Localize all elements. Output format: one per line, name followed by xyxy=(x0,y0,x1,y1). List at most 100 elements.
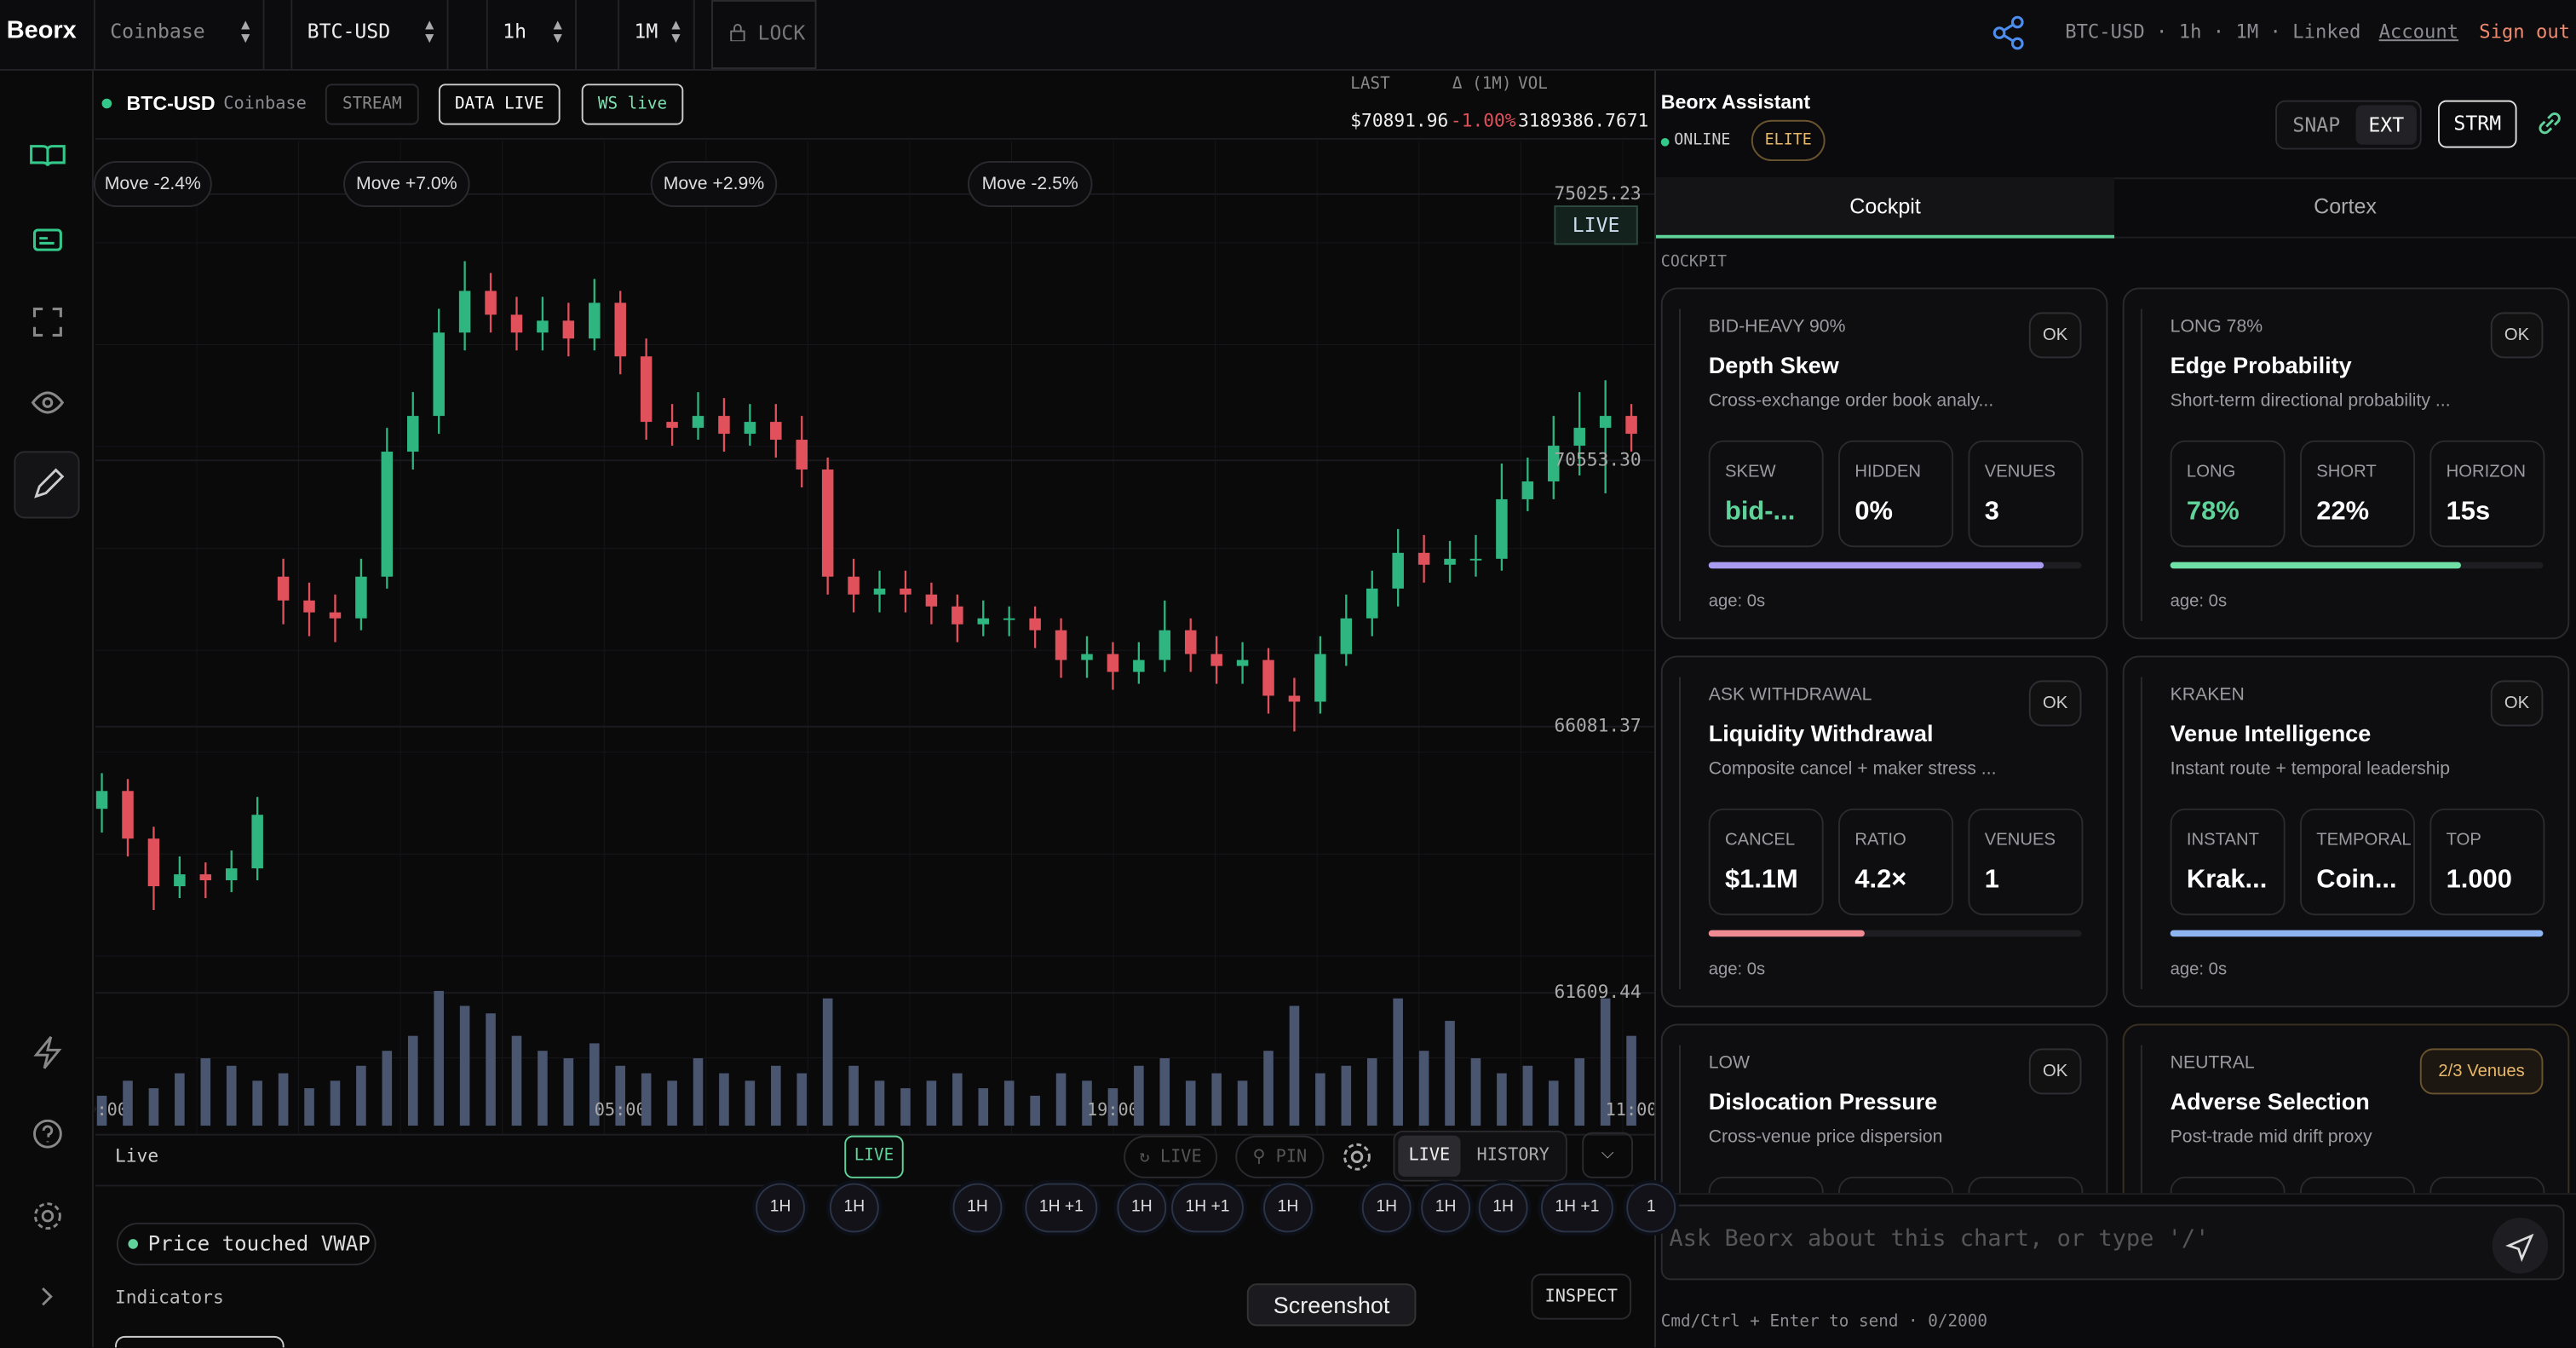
candle-body xyxy=(1262,660,1274,696)
stat-value: 3189386.7671 xyxy=(1517,110,1649,132)
move-annotation: Move +7.0% xyxy=(343,160,470,207)
interval-chip[interactable]: 1H +1 xyxy=(1540,1183,1613,1233)
y-tick-label: 61609.44 xyxy=(1555,982,1642,1003)
metric-box: SHORT 22% xyxy=(2299,440,2415,548)
interval-chip[interactable]: 1H xyxy=(1117,1183,1167,1233)
interval-chip[interactable]: 1H xyxy=(829,1183,879,1233)
select[interactable]: 1h ▲ ▼ xyxy=(486,0,577,69)
bolt-icon[interactable] xyxy=(33,1036,62,1069)
select[interactable]: 1M ▲ ▼ xyxy=(618,0,695,69)
cockpit-tab[interactable]: Cockpit xyxy=(1655,177,2115,239)
volume-bar xyxy=(382,1051,393,1126)
price-chart: 00:00 05:00 19:00 11:00 61609.44 66081.37 705… xyxy=(95,141,1655,1134)
select[interactable]: Coinbase ▲ ▼ xyxy=(93,0,265,69)
candle-body xyxy=(873,588,886,595)
fullscreen-icon[interactable] xyxy=(32,308,62,337)
live-segment[interactable]: LIVE xyxy=(1398,1135,1461,1177)
metric-label: VENUES xyxy=(1984,829,2056,850)
cockpit-card[interactable]: NEUTRAL Adverse Selection Post-trade mid d… xyxy=(2122,1023,2570,1195)
select-caret: ▲ ▼ xyxy=(668,16,684,46)
cortex-tab[interactable]: Cortex xyxy=(2314,193,2377,219)
interval-chip[interactable]: 1H xyxy=(1263,1183,1313,1233)
select-label: 1h xyxy=(503,20,527,43)
metric-value: Coin... xyxy=(2316,866,2397,895)
volume-bar xyxy=(1393,998,1403,1126)
volume-bar xyxy=(874,1080,885,1126)
volume-bar xyxy=(926,1080,937,1126)
cockpit-card[interactable]: LOW Dislocation Pressure Cross-venue price… xyxy=(1660,1023,2108,1195)
volume-bar xyxy=(1470,1057,1481,1126)
interval-chip[interactable]: 1H xyxy=(1478,1183,1528,1233)
card-badge: OK xyxy=(2490,680,2544,727)
draw-button[interactable] xyxy=(14,451,80,519)
volume-bar xyxy=(693,1057,704,1126)
chat-input[interactable] xyxy=(1660,1204,2565,1281)
symbol: BTC-USD xyxy=(126,91,216,115)
candle-body xyxy=(952,606,963,625)
interval-chip[interactable]: 1 xyxy=(1626,1183,1676,1233)
send-button[interactable] xyxy=(2491,1216,2550,1275)
chart-header xyxy=(95,71,1655,140)
volume-bar xyxy=(356,1065,366,1126)
ext-mode[interactable]: EXT xyxy=(2355,105,2417,145)
account-link[interactable]: Account xyxy=(2378,20,2459,43)
card-grid: BID-HEAVY 90% Depth Skew Cross-exchange or… xyxy=(1656,279,2576,1195)
volume-bar xyxy=(1263,1051,1274,1126)
alert-pill[interactable]: Price touched VWAP xyxy=(116,1222,377,1265)
indicator-button[interactable] xyxy=(114,1335,285,1348)
candle-body xyxy=(1548,446,1560,481)
metric-label: VENUES xyxy=(1984,461,2056,482)
stream-button[interactable]: STRM xyxy=(2437,100,2517,148)
card-title: Venue Intelligence xyxy=(2170,719,2372,746)
metric-box xyxy=(1708,1176,1824,1195)
history-segment[interactable]: HISTORY xyxy=(1476,1145,1550,1166)
reset-live-label: LIVE xyxy=(1159,1147,1202,1167)
candle-body xyxy=(1029,618,1041,631)
cockpit-card[interactable]: KRAKEN Venue Intelligence Instant route + … xyxy=(2122,655,2570,1008)
interval-chip[interactable]: 1H xyxy=(952,1183,1003,1233)
interval-chip[interactable]: 1H xyxy=(1361,1183,1412,1233)
pin-button[interactable]: ⚲ PIN xyxy=(1235,1135,1325,1178)
interval-chip[interactable]: 1H xyxy=(1421,1183,1471,1233)
snap-mode[interactable]: SNAP xyxy=(2292,113,2341,137)
eye-icon[interactable] xyxy=(31,391,65,414)
share-icon[interactable] xyxy=(1991,14,2027,50)
volume-bar xyxy=(822,998,833,1126)
candle-body xyxy=(1210,654,1222,666)
header-badge: WS live xyxy=(581,84,684,125)
metric-box xyxy=(1838,1176,1954,1195)
card-badge: OK xyxy=(2028,1048,2082,1095)
interval-chip[interactable]: 1H +1 xyxy=(1025,1183,1098,1233)
volume-bar xyxy=(1548,1080,1559,1126)
lock-button[interactable]: LOCK xyxy=(711,0,817,69)
help-icon[interactable] xyxy=(33,1119,62,1149)
metric-value: $1.1M xyxy=(1724,866,1798,895)
metric-box: RATIO 4.2× xyxy=(1838,808,1954,916)
candle-body xyxy=(147,838,160,887)
settings-icon[interactable] xyxy=(34,1202,61,1230)
chat-placeholder: Ask Beorx about this chart, or type '/' xyxy=(1669,1225,2210,1253)
card-badge: OK xyxy=(2028,312,2082,359)
card-desc: Short-term directional probability ... xyxy=(2170,390,2451,412)
cockpit-card[interactable]: ASK WITHDRAWAL Liquidity Withdrawal Compos… xyxy=(1660,655,2108,1008)
interval-chip[interactable]: 1H xyxy=(756,1183,805,1233)
select[interactable]: BTC-USD ▲ ▼ xyxy=(290,0,449,69)
link-icon[interactable] xyxy=(2535,108,2565,138)
tier-badge: ELITE xyxy=(1751,119,1826,161)
cockpit-card[interactable]: BID-HEAVY 90% Depth Skew Cross-exchange or… xyxy=(1660,287,2108,640)
card-title: Adverse Selection xyxy=(2170,1087,2370,1115)
candle-body xyxy=(1340,618,1353,654)
cockpit-card[interactable]: LONG 78% Edge Probability Short-term direc… xyxy=(2122,287,2570,640)
interval-chip[interactable]: 1H +1 xyxy=(1171,1183,1244,1233)
card-icon[interactable] xyxy=(32,228,62,251)
chart-settings-icon[interactable] xyxy=(1339,1138,1375,1174)
candle-body xyxy=(225,868,238,881)
expand-icon[interactable] xyxy=(42,1287,53,1306)
collapse-button[interactable]: ⌵ xyxy=(1582,1132,1633,1178)
reset-live-button[interactable]: ↻ LIVE xyxy=(1124,1135,1218,1178)
select-label: Coinbase xyxy=(110,20,205,43)
live-button[interactable]: LIVE xyxy=(844,1135,904,1178)
book-icon[interactable] xyxy=(30,145,66,166)
sign-out-link[interactable]: Sign out xyxy=(2479,20,2571,43)
inspect-button[interactable]: INSPECT xyxy=(1531,1273,1632,1320)
